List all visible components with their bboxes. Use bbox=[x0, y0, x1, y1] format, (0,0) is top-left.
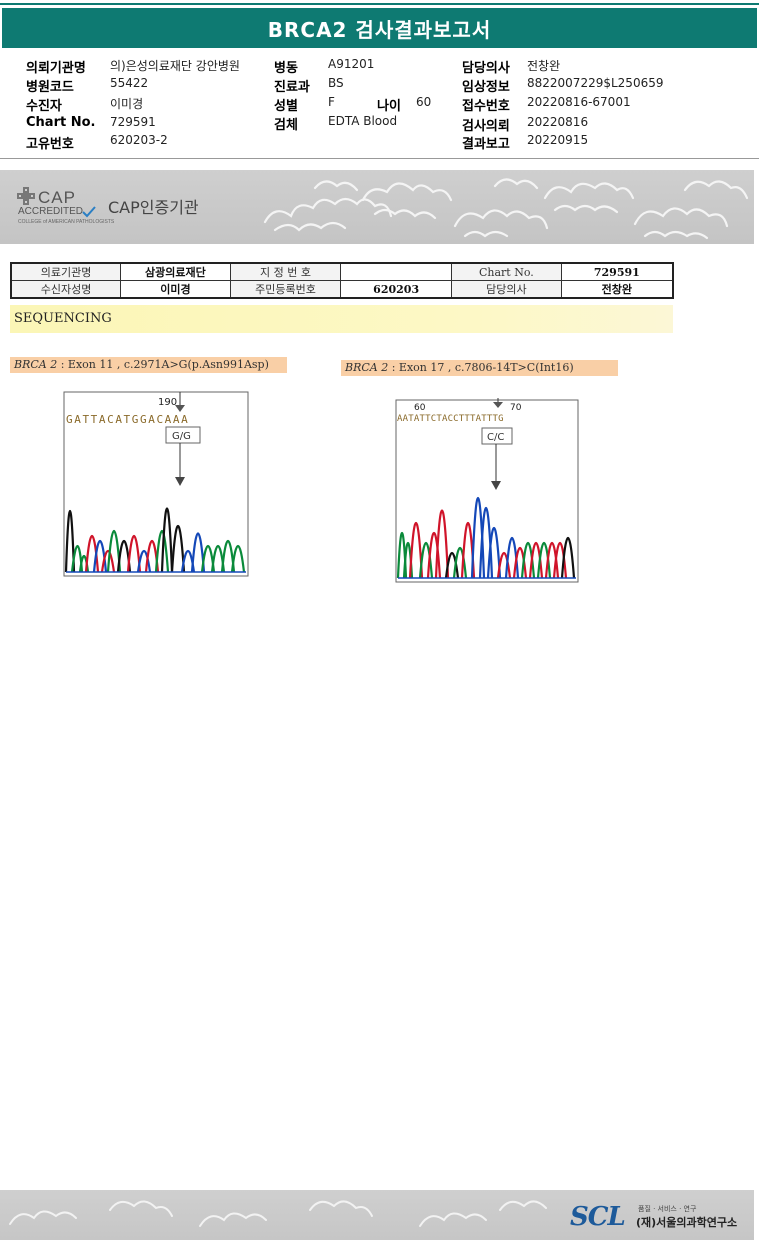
info-value: F bbox=[328, 95, 335, 109]
info-key: 고유번호 bbox=[26, 137, 74, 152]
genotype-label: C/C bbox=[487, 432, 504, 443]
info-key: 담당의사 bbox=[462, 61, 510, 76]
cap-word: CAP bbox=[38, 188, 76, 207]
info-key: 병동 bbox=[274, 61, 298, 76]
header-divider bbox=[0, 158, 759, 159]
info-value: 20220915 bbox=[527, 133, 589, 147]
info-value: 이미경 bbox=[110, 97, 144, 111]
info-row-1-val-1: 의)은성의료재단 강안병원 bbox=[110, 57, 240, 74]
info-key: 검체 bbox=[274, 118, 298, 133]
base-sequence: GATTACATGGACAAA bbox=[66, 413, 189, 426]
position-label: 190 bbox=[158, 397, 177, 408]
info-key: 검사의뢰 bbox=[462, 119, 510, 134]
table-cell: 의료기관명 bbox=[10, 262, 122, 281]
table-cell: 620203 bbox=[340, 280, 453, 299]
info-key: 접수번호 bbox=[462, 99, 510, 114]
cloud-pattern-icon bbox=[263, 178, 749, 240]
cap-banner: CAP ACCREDITED COLLEGE of AMERICAN PATHO… bbox=[0, 170, 754, 244]
footer-band: SCL 품질 · 서비스 · 연구 (재)서울의과학연구소 bbox=[0, 1190, 754, 1240]
info-value: 전창완 bbox=[527, 59, 561, 73]
cap-accredited: ACCREDITED bbox=[18, 206, 84, 217]
section-title: SEQUENCING bbox=[14, 311, 112, 326]
table-cell: 주민등록번호 bbox=[229, 280, 342, 299]
info-value: 의)은성의료재단 강안병원 bbox=[110, 59, 240, 73]
variant-label-2: BRCA 2 : Exon 17 , c.7806-14T>C(Int16) bbox=[341, 360, 618, 376]
info-key: 의뢰기관명 bbox=[26, 61, 86, 76]
info-key: 병원코드 bbox=[26, 80, 74, 95]
base-sequence: AATATTCTACCTTTATTTG bbox=[397, 414, 504, 424]
table-cell: 수신자성명 bbox=[10, 280, 122, 299]
info-value: 8822007229$L250659 bbox=[527, 76, 664, 90]
chromatogram-1: 190 GATTACATGGACAAA G/G bbox=[63, 391, 249, 577]
age-key: 나이 bbox=[377, 99, 401, 114]
genotype-box bbox=[481, 427, 513, 445]
info-key: 진료과 bbox=[274, 80, 310, 95]
check-icon bbox=[82, 206, 96, 218]
position-label-right: 70 bbox=[510, 403, 522, 413]
info-value: 20220816-67001 bbox=[527, 95, 631, 109]
sequencing-band: SEQUENCING bbox=[10, 305, 673, 333]
info-value: BS bbox=[328, 76, 344, 90]
trace-lines bbox=[396, 497, 576, 579]
cap-logo: CAP ACCREDITED COLLEGE of AMERICAN PATHO… bbox=[16, 184, 114, 232]
table-row: 의료기관명 삼광의료재단 지 정 번 호 Chart No. 729591 bbox=[10, 262, 674, 281]
table-cell: 전창완 bbox=[560, 280, 674, 299]
arrow-icon bbox=[493, 398, 503, 408]
table-cell: 지 정 번 호 bbox=[229, 262, 342, 281]
table-cell: 729591 bbox=[560, 262, 674, 281]
scl-name: (재)서울의과학연구소 bbox=[636, 1216, 738, 1229]
info-key: 결과보고 bbox=[462, 137, 510, 152]
table-cell bbox=[340, 262, 453, 281]
cap-cross-icon bbox=[17, 187, 35, 205]
table-row: 수신자성명 이미경 주민등록번호 620203 담당의사 전창완 bbox=[10, 280, 674, 299]
age-value: 60 bbox=[416, 95, 432, 109]
cap-certified-label: CAP인증기관 bbox=[108, 198, 199, 217]
arrow-icon bbox=[491, 444, 501, 490]
table-cell: 담당의사 bbox=[451, 280, 562, 299]
variant-label-1: BRCA 2 : Exon 11 , c.2971A>G(p.Asn991Asp… bbox=[10, 357, 287, 373]
info-value: 620203-2 bbox=[110, 133, 168, 147]
scl-logo: SCL bbox=[570, 1202, 626, 1232]
info-row-1-col-1: 의뢰기관명 bbox=[26, 57, 86, 76]
position-label-left: 60 bbox=[414, 403, 426, 413]
info-key: 성별 bbox=[274, 99, 298, 114]
chromatogram-2: 60 70 AATATTCTACCTTTATTTG C/C bbox=[395, 398, 579, 583]
info-key: 임상정보 bbox=[462, 80, 510, 95]
report-title: BRCA2 검사결과보고서 bbox=[2, 8, 757, 48]
patient-header-table: 의료기관명 삼광의료재단 지 정 번 호 Chart No. 729591 수신… bbox=[10, 262, 674, 299]
arrow-icon bbox=[175, 392, 185, 412]
variant-detail: : Exon 17 , c.7806-14T>C(Int16) bbox=[388, 361, 574, 374]
gene-name: BRCA 2 bbox=[14, 358, 58, 371]
arrow-icon bbox=[175, 443, 185, 486]
genotype-label: G/G bbox=[172, 431, 191, 442]
info-value: A91201 bbox=[328, 57, 375, 71]
genotype-box bbox=[165, 426, 201, 444]
cap-college: COLLEGE of AMERICAN PATHOLOGISTS bbox=[18, 219, 115, 225]
cloud-pattern-icon bbox=[9, 1200, 547, 1227]
info-value: 729591 bbox=[110, 115, 156, 129]
table-cell: 이미경 bbox=[120, 280, 231, 299]
title-top-line bbox=[0, 3, 759, 5]
trace-lines bbox=[64, 507, 246, 573]
info-value: EDTA Blood bbox=[328, 114, 398, 128]
info-value: 20220816 bbox=[527, 115, 589, 129]
info-value: 55422 bbox=[110, 76, 149, 90]
scl-tagline: 품질 · 서비스 · 연구 bbox=[638, 1205, 697, 1213]
info-key: 수진자 bbox=[26, 99, 62, 114]
variant-detail: : Exon 11 , c.2971A>G(p.Asn991Asp) bbox=[57, 358, 269, 371]
table-cell: Chart No. bbox=[451, 262, 562, 281]
table-cell: 삼광의료재단 bbox=[120, 262, 231, 281]
info-key: Chart No. bbox=[26, 115, 96, 130]
gene-name: BRCA 2 bbox=[345, 361, 389, 374]
